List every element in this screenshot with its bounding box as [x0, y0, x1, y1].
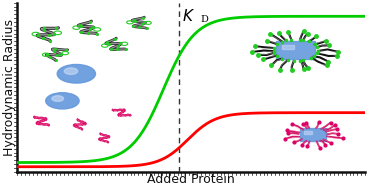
Circle shape: [64, 68, 78, 74]
Y-axis label: Hydrodynamic Radius: Hydrodynamic Radius: [3, 19, 16, 156]
FancyBboxPatch shape: [282, 45, 294, 49]
Text: D: D: [201, 15, 208, 24]
Text: $\mathit{K}$: $\mathit{K}$: [183, 8, 195, 24]
X-axis label: Added Protein: Added Protein: [147, 173, 235, 186]
FancyBboxPatch shape: [300, 128, 326, 141]
FancyBboxPatch shape: [276, 41, 315, 59]
Circle shape: [57, 64, 95, 83]
Circle shape: [52, 96, 64, 101]
FancyBboxPatch shape: [304, 131, 312, 134]
Circle shape: [46, 93, 79, 109]
